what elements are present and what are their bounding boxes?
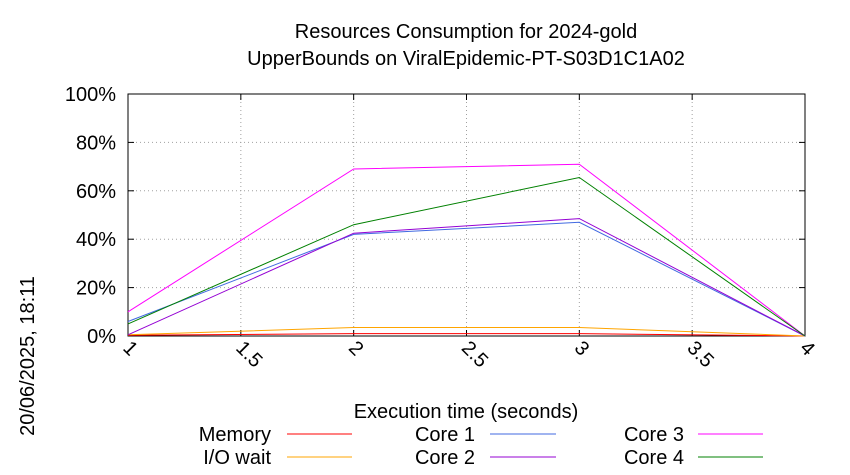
y-tick-label: 40% — [76, 229, 116, 251]
series-line — [127, 176, 806, 337]
y-tick-label: 100% — [65, 84, 116, 106]
series-lines — [127, 163, 806, 337]
y-tick-label: 0% — [87, 326, 116, 348]
axis-ticks: 0% 20% 40% 60% 80% 100% 1 1.5 2 2.5 3 3.5 4 — [65, 84, 819, 372]
series-line — [127, 333, 806, 337]
legend-label: Memory — [199, 424, 271, 446]
y-tick-label: 20% — [76, 278, 116, 300]
x-axis-label: Execution time (seconds) — [354, 401, 579, 423]
x-tick-label: 2 — [344, 337, 367, 360]
legend-label: Core 4 — [624, 447, 684, 469]
x-tick-label: 2.5 — [457, 337, 492, 372]
y-tick-label: 60% — [76, 181, 116, 203]
series-line — [127, 221, 806, 337]
series-line — [127, 218, 806, 337]
grid — [128, 94, 805, 336]
legend-label: Core 1 — [415, 424, 475, 446]
x-tick-label: 3.5 — [683, 337, 718, 372]
legend-label: I/O wait — [203, 447, 271, 469]
x-tick-label: 1.5 — [231, 337, 266, 372]
y-tick-label: 80% — [76, 132, 116, 154]
x-tick-label: 3 — [570, 337, 593, 360]
timestamp-label: 20/06/2025, 18:11 — [17, 276, 39, 436]
chart-title: Resources Consumption for 2024-gold — [295, 21, 637, 43]
legend-label: Core 3 — [624, 424, 684, 446]
legend-label: Core 2 — [415, 447, 475, 469]
x-tick-label: 4 — [795, 337, 818, 360]
series-line — [127, 163, 806, 337]
chart-subtitle: UpperBounds on ViralEpidemic-PT-S03D1C1A… — [247, 48, 685, 70]
series-line — [127, 327, 806, 337]
x-tick-label: 1 — [118, 337, 141, 360]
